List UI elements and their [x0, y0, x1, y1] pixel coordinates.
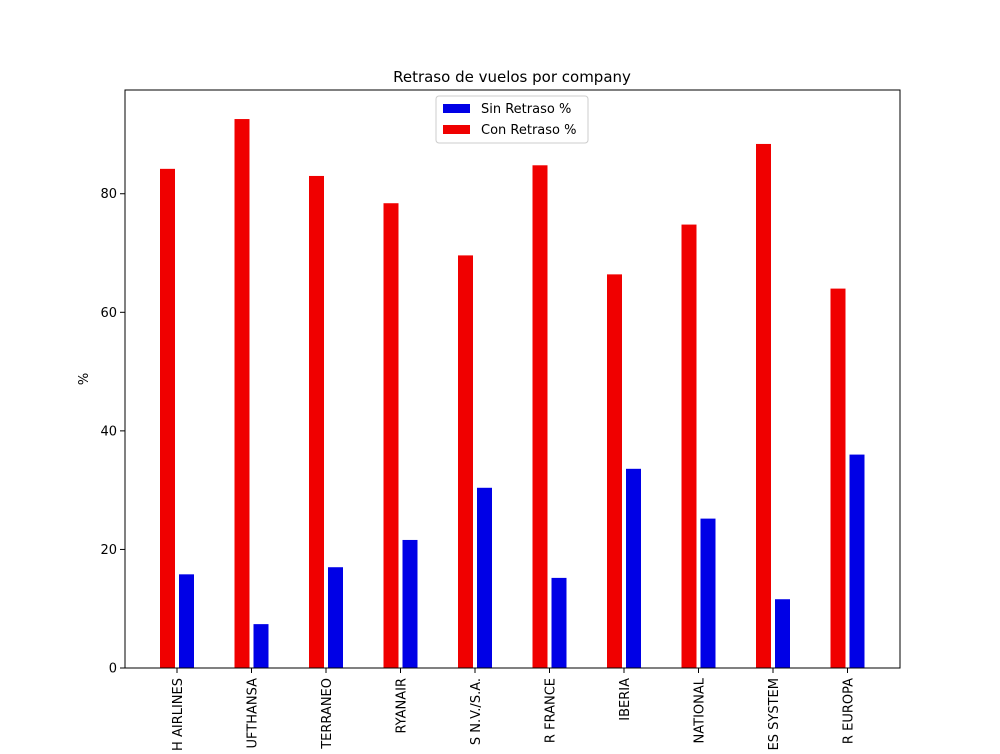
y-tick-label: 80	[100, 187, 117, 202]
bar-con-retraso	[607, 274, 622, 668]
bar-sin-retraso	[402, 539, 418, 668]
bar-con-retraso	[383, 203, 399, 669]
bar-con-retraso	[830, 288, 846, 668]
legend-label: Sin Retraso %	[481, 102, 571, 117]
bar-sin-retraso	[700, 518, 716, 668]
bar-con-retraso	[309, 175, 324, 668]
bar-sin-retraso	[253, 624, 269, 668]
plot-area-frame	[124, 89, 901, 669]
bar-con-retraso	[756, 143, 771, 669]
bars-layer	[160, 119, 865, 669]
legend-swatch	[443, 104, 470, 113]
x-tick-label: H AIRLINES	[171, 678, 186, 750]
x-tick-label: TERRANEO	[320, 678, 335, 750]
bar-con-retraso	[532, 165, 548, 668]
bar-con-retraso	[681, 224, 697, 668]
y-tick-label: 0	[109, 662, 117, 677]
chart-title: Retraso de vuelos por company	[393, 68, 631, 86]
x-tick-label: R EUROPA	[842, 678, 857, 744]
y-tick-label: 20	[100, 543, 117, 558]
bar-con-retraso	[234, 119, 250, 668]
x-tick-label: ES SYSTEM	[767, 678, 782, 750]
legend-swatch	[443, 125, 470, 134]
bar-sin-retraso	[328, 567, 343, 668]
x-tick-label: UFTHANSA	[246, 678, 261, 749]
bar-con-retraso	[458, 255, 473, 669]
bar-con-retraso	[160, 168, 175, 668]
bar-sin-retraso	[626, 468, 641, 668]
legend: Sin Retraso % Con Retraso %	[435, 95, 589, 144]
y-axis: 0 20 40 60 80	[100, 187, 125, 677]
bar-sin-retraso	[179, 574, 194, 668]
bar-sin-retraso	[775, 599, 790, 668]
legend-label: Con Retraso %	[481, 123, 576, 138]
x-tick-label: NATIONAL	[693, 677, 708, 743]
x-tick-label: IBERIA	[618, 678, 633, 721]
x-tick-label: RYANAIR	[395, 678, 410, 734]
y-tick-label: 40	[100, 424, 117, 439]
y-axis-label: %	[77, 373, 92, 385]
y-tick-label: 60	[100, 306, 117, 321]
bar-sin-retraso	[477, 487, 492, 668]
bar-sin-retraso	[849, 454, 865, 668]
x-tick-label: R FRANCE	[544, 678, 559, 743]
x-tick-label: S N.V./S.A.	[469, 678, 484, 745]
x-axis: H AIRLINES UFTHANSA TERRANEO RYANAIR S N.V./…	[171, 668, 857, 751]
legend-box	[435, 95, 589, 144]
bar-sin-retraso	[551, 577, 567, 668]
